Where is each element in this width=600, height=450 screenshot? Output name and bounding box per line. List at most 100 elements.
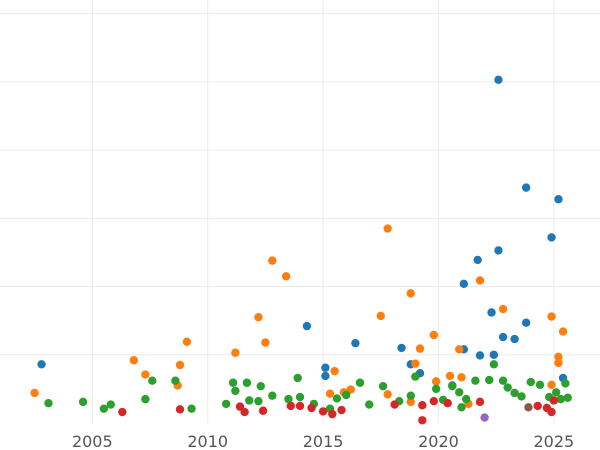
- data-point: [455, 345, 464, 354]
- data-point: [521, 318, 531, 327]
- data-point: [383, 224, 392, 233]
- data-point: [457, 373, 466, 382]
- data-point: [498, 376, 508, 385]
- data-point: [510, 334, 519, 344]
- data-point: [242, 378, 252, 387]
- data-point: [351, 338, 360, 348]
- data-point: [231, 348, 240, 357]
- data-point: [341, 390, 351, 400]
- data-point: [549, 396, 559, 405]
- data-points: [30, 75, 572, 425]
- data-point: [406, 289, 415, 298]
- data-point: [558, 327, 568, 336]
- data-point: [418, 401, 427, 410]
- data-point: [475, 351, 485, 360]
- data-point: [406, 391, 415, 400]
- data-point: [547, 233, 556, 242]
- data-point: [480, 413, 489, 422]
- data-point: [365, 400, 374, 409]
- data-point: [475, 397, 485, 407]
- data-point: [221, 399, 231, 409]
- data-point: [295, 401, 305, 411]
- data-point: [175, 360, 185, 370]
- data-point: [281, 272, 291, 281]
- x-tick-label: 2015: [303, 432, 344, 450]
- data-point: [78, 397, 88, 407]
- data-point: [293, 373, 302, 383]
- data-point: [471, 376, 480, 385]
- data-point: [554, 352, 563, 362]
- data-point: [129, 356, 139, 365]
- data-point: [406, 397, 415, 407]
- data-point: [503, 383, 512, 392]
- data-point: [554, 358, 563, 368]
- data-point: [332, 394, 342, 403]
- data-point: [533, 401, 542, 411]
- data-point: [459, 279, 469, 289]
- data-point: [457, 403, 466, 412]
- data-point: [355, 378, 365, 387]
- data-point: [418, 416, 427, 425]
- data-point: [118, 407, 127, 417]
- data-point: [415, 344, 425, 353]
- data-point: [231, 386, 240, 396]
- x-tick-label: 2020: [418, 432, 459, 450]
- data-point: [245, 396, 254, 405]
- data-point: [429, 396, 439, 406]
- data-point: [268, 391, 277, 400]
- data-point: [489, 350, 499, 359]
- data-point: [431, 377, 441, 386]
- x-tick-labels: 2005 2010 2015 2020 2025: [72, 432, 574, 450]
- data-point: [254, 313, 263, 322]
- data-point: [325, 389, 335, 398]
- data-point: [397, 343, 406, 353]
- data-point: [378, 381, 388, 391]
- data-point: [99, 404, 109, 413]
- data-point: [302, 321, 312, 331]
- data-point: [489, 360, 499, 369]
- data-point: [487, 308, 496, 317]
- data-point: [547, 380, 556, 389]
- grid: [0, 0, 600, 423]
- data-point: [475, 276, 485, 285]
- data-point: [321, 371, 330, 381]
- data-point: [318, 407, 328, 416]
- data-point: [261, 338, 270, 347]
- data-point: [554, 195, 563, 204]
- data-point: [376, 311, 385, 321]
- data-point: [445, 371, 455, 381]
- data-point: [321, 363, 330, 372]
- data-point: [286, 401, 295, 411]
- data-point: [547, 312, 556, 321]
- data-point: [411, 372, 420, 381]
- data-point: [448, 381, 457, 391]
- data-point: [37, 360, 46, 369]
- data-point: [258, 406, 268, 415]
- data-point: [256, 381, 265, 391]
- data-point: [295, 392, 305, 402]
- x-tick-label: 2005: [72, 432, 113, 450]
- data-point: [148, 376, 157, 385]
- data-point: [44, 399, 53, 408]
- data-point: [141, 394, 150, 404]
- data-point: [443, 399, 452, 408]
- data-point: [461, 394, 471, 404]
- data-point: [510, 388, 519, 398]
- data-point: [106, 400, 115, 409]
- data-point: [524, 403, 533, 412]
- data-point: [498, 304, 508, 314]
- data-point: [307, 403, 316, 413]
- data-point: [473, 255, 482, 265]
- data-point: [268, 256, 277, 265]
- data-point: [547, 407, 556, 417]
- data-point: [182, 337, 192, 347]
- data-point: [175, 405, 185, 414]
- data-point: [521, 183, 531, 192]
- data-point: [485, 375, 494, 385]
- data-point: [551, 388, 561, 397]
- data-point: [561, 379, 570, 388]
- data-point: [330, 366, 339, 376]
- data-point: [141, 370, 150, 379]
